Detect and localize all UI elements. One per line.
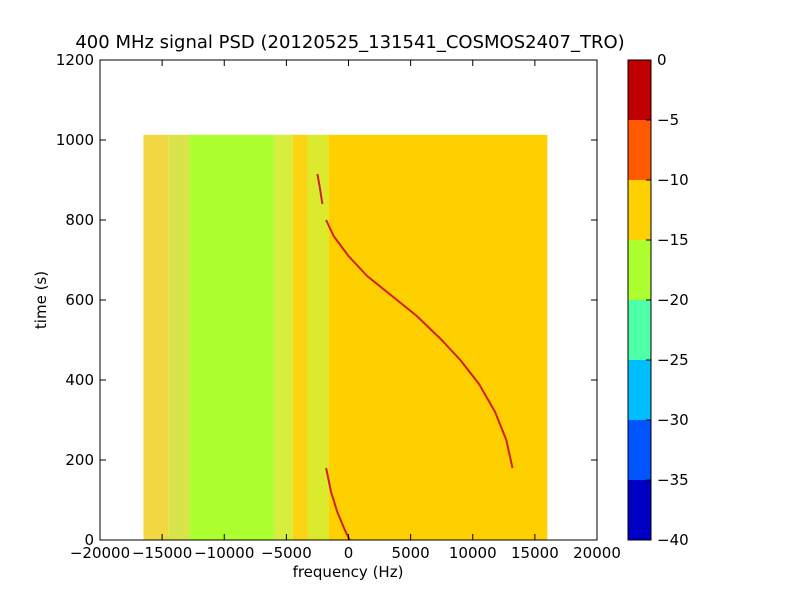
heatmap-band (143, 134, 169, 541)
colorbar-tick-label: −20 (657, 291, 689, 309)
colorbar-tick-label: −40 (657, 531, 689, 549)
colorbar-segment (628, 360, 651, 420)
colorbar-tick-label: −30 (657, 411, 689, 429)
x-axis: −20000 −15000 −10000 −5000 0 5000 10000 15000 20… (70, 60, 621, 562)
colorbar-segment (628, 180, 651, 240)
colorbar-tick-label: −15 (657, 231, 689, 249)
y-axis-label: time (s) (32, 271, 50, 329)
heatmap-band (273, 134, 293, 541)
signal-track-group (316, 173, 514, 541)
colorbar: 0 −5 −10 −15 −20 −25 −30 −35 −40 (627, 51, 689, 549)
y-tick-label: 400 (65, 371, 94, 389)
y-tick-label: 200 (65, 451, 94, 469)
x-tick-label: 15000 (511, 544, 559, 562)
x-tick-label: −15000 (132, 544, 192, 562)
colorbar-tick-label: −5 (657, 111, 679, 129)
x-tick-label: −5000 (261, 544, 312, 562)
colorbar-segment (628, 240, 651, 300)
heatmap-band (307, 134, 329, 541)
colorbar-segment (628, 420, 651, 480)
colorbar-tick-label: 0 (657, 51, 667, 69)
y-axis: 0 200 400 600 800 1000 1200 (56, 51, 597, 549)
signal-track (325, 467, 351, 541)
x-tick-label: −20000 (70, 544, 130, 562)
y-tick-label: 1200 (56, 51, 94, 69)
colorbar-segment (628, 300, 651, 360)
x-axis-label: frequency (Hz) (293, 563, 404, 581)
signal-track (325, 219, 514, 469)
y-tick-label: 1000 (56, 131, 94, 149)
heatmap-band (189, 134, 274, 541)
colorbar-segment (628, 120, 651, 180)
heatmap-band (168, 134, 190, 541)
signal-track (316, 173, 324, 205)
colorbar-tick-label: −25 (657, 351, 689, 369)
chart-title: 400 MHz signal PSD (20120525_131541_COSM… (75, 32, 624, 53)
x-tick-label: 5000 (392, 544, 430, 562)
x-tick-label: 10000 (449, 544, 497, 562)
colorbar-segment (628, 60, 651, 120)
x-tick-label: 0 (344, 544, 354, 562)
colorbar-tick-label: −35 (657, 471, 689, 489)
y-tick-label: 800 (65, 211, 94, 229)
x-tick-label: 20000 (573, 544, 621, 562)
y-tick-label: 0 (84, 531, 94, 549)
plot-data-area (143, 134, 548, 541)
heatmap-band (292, 134, 308, 541)
y-tick-label: 600 (65, 291, 94, 309)
colorbar-tick-label: −10 (657, 171, 689, 189)
colorbar-segment (628, 480, 651, 540)
x-tick-label: −10000 (194, 544, 254, 562)
